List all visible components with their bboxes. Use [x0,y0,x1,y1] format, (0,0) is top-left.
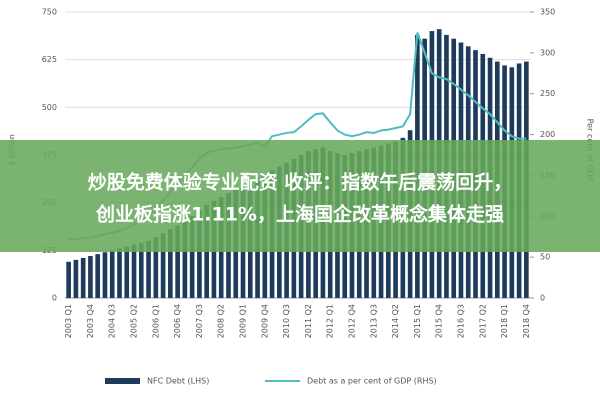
x-tick-label: 2014 Q2 [391,304,400,338]
bar [95,254,101,298]
y2-tick-label: 0 [540,294,545,303]
x-tick-label: 2007 Q3 [195,304,204,338]
x-tick-label: 2018 Q1 [500,304,509,338]
banner [0,140,600,252]
y-tick-label: 625 [42,55,57,64]
bar [146,240,151,298]
x-tick-label: 2015 Q1 [413,304,422,338]
x-tick-label: 2011 Q2 [304,304,313,338]
bar [102,252,108,298]
bar [160,233,166,298]
bar [124,246,130,298]
x-tick-label: 2003 Q1 [64,304,73,338]
x-tick-label: 2013 Q3 [369,304,378,338]
y2-tick-label: 300 [540,48,555,57]
y-tick-label: 0 [52,294,57,303]
x-tick-label: 2004 Q3 [108,304,117,338]
x-tick-label: 2009 Q1 [239,304,248,338]
x-tick-label: 2003 Q4 [86,304,95,338]
bar [197,210,202,298]
y-tick-label: 750 [42,8,57,17]
legend-label: Debt as a per cent of GDP (RHS) [307,377,437,386]
bar [138,242,144,298]
x-tick-label: 2009 Q4 [260,304,269,338]
x-tick-label: 2008 Q2 [217,304,226,338]
y2-tick-label: 250 [540,89,555,98]
bar [73,259,79,298]
x-tick-label: 2006 Q1 [151,304,160,338]
x-tick-label: 2010 Q3 [282,304,291,338]
bar [66,261,71,298]
bar [109,250,115,298]
y2-tick-label: 350 [540,8,555,17]
banner-line: 创业板指涨1.11%，上海国企改革概念集体走强 [95,203,504,226]
x-tick-label: 2018 Q4 [522,304,531,338]
x-tick-label: 2015 Q4 [435,304,444,338]
legend-label: NFC Debt (LHS) [147,377,209,386]
x-tick-label: 2005 Q2 [130,304,139,338]
bar [182,221,188,298]
x-tick-label: 2017 Q2 [478,304,487,338]
bar [131,244,137,298]
banner-line: 炒股免费体验专业配资 收评：指数午后震荡回升， [88,171,513,194]
bar [80,257,86,298]
y-tick-label: 500 [42,103,57,112]
bar [153,236,159,298]
x-tick-label: 2012 Q1 [326,304,335,338]
bar [117,248,122,298]
x-tick-label: 2006 Q4 [173,304,182,338]
x-tick-label: 2016 Q3 [456,304,465,338]
legend-swatch [105,378,140,384]
y2-tick-label: 200 [540,130,555,139]
x-tick-label: 2012 Q4 [347,304,356,338]
bar [175,225,180,298]
y2-tick-label: 50 [540,253,550,262]
bar [168,229,173,298]
bar [88,256,93,298]
bar [189,216,195,298]
